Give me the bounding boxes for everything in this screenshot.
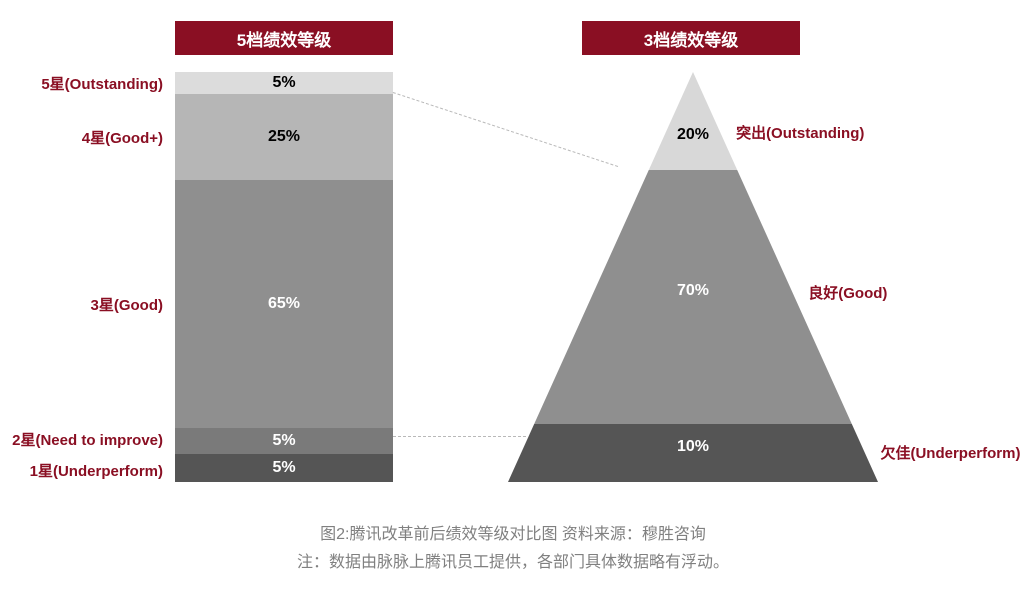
pyramid-tier-label: 欠佳(Underperform)	[880, 442, 1020, 463]
bar-segment-label: 2星(Need to improve)	[12, 429, 163, 450]
header-3tier: 3档绩效等级	[582, 21, 800, 55]
pyramid-3tier: 20%突出(Outstanding)70%良好(Good)10%欠佳(Under…	[508, 72, 878, 482]
bar-segment-label: 3星(Good)	[91, 294, 164, 315]
pyramid-tier	[649, 72, 737, 170]
pyramid-tier-label: 良好(Good)	[808, 282, 887, 303]
bar-segment-label: 4星(Good+)	[82, 127, 163, 148]
header-5tier-text: 5档绩效等级	[237, 26, 331, 51]
bar-segment: 25%	[175, 94, 393, 180]
stacked-bar-5tier: 5%25%65%5%5%	[175, 72, 393, 482]
connector-line	[393, 436, 526, 437]
caption-line1: 图2:腾讯改革前后绩效等级对比图 资料来源：穆胜咨询	[0, 520, 1026, 544]
bar-segment: 5%	[175, 72, 393, 94]
pyramid-tier-value: 10%	[653, 438, 733, 456]
bar-segment-label: 1星(Underperform)	[30, 460, 163, 481]
pyramid-tier-label: 突出(Outstanding)	[736, 122, 864, 143]
pyramid-tier-value: 20%	[653, 126, 733, 144]
header-5tier: 5档绩效等级	[175, 21, 393, 55]
header-3tier-text: 3档绩效等级	[644, 26, 738, 51]
bar-segment: 5%	[175, 428, 393, 454]
bar-segment: 5%	[175, 454, 393, 482]
caption-line2: 注：数据由脉脉上腾讯员工提供，各部门具体数据略有浮动。	[0, 548, 1026, 572]
bar-segment: 65%	[175, 180, 393, 428]
pyramid-tier-value: 70%	[653, 282, 733, 300]
bar-segment-label: 5星(Outstanding)	[41, 73, 163, 94]
